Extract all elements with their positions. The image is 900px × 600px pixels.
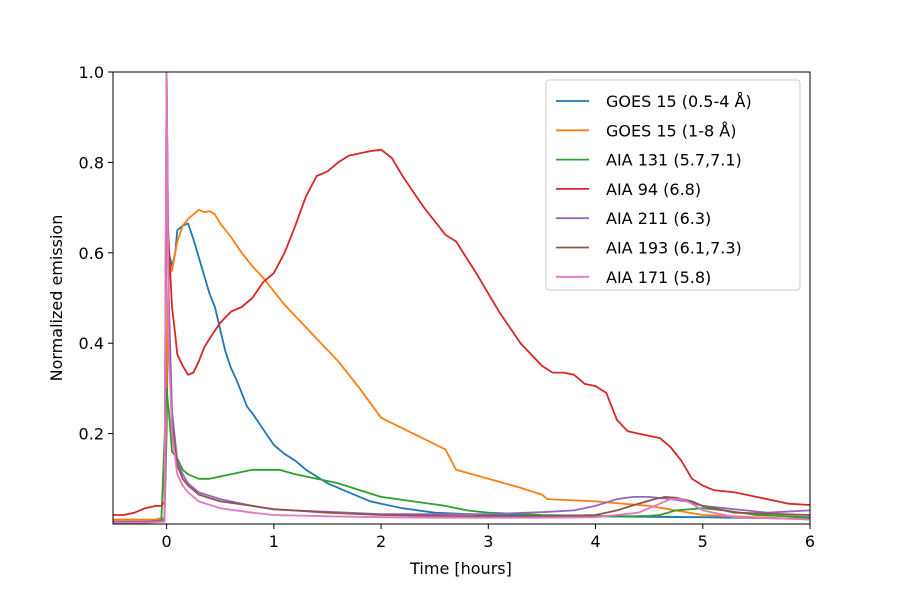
legend: GOES 15 (0.5-4 Å) GOES 15 (1-8 Å) AIA 131 … [545,79,801,291]
x-tick-label: 1 [269,532,279,551]
axis-ticks: 0 1 2 3 4 5 6 0.2 0.4 0.6 0.8 1.0 [79,63,816,551]
legend-label: AIA 171 (5.8) [606,268,711,287]
series-line-6 [113,72,810,524]
legend-label: AIA 94 (6.8) [606,180,701,199]
y-tick-label: 0.8 [79,153,104,172]
legend-label: AIA 211 (6.3) [606,209,711,228]
x-tick-label: 2 [376,532,386,551]
legend-box [545,79,801,291]
legend-label: GOES 15 (1-8 Å) [606,121,736,140]
legend-label: GOES 15 (0.5-4 Å) [606,92,752,111]
y-axis-label: Normalized emission [47,215,66,382]
y-tick-label: 1.0 [79,63,104,82]
y-tick-label: 0.6 [79,244,104,263]
series-line-3 [113,148,810,516]
legend-label: AIA 193 (6.1,7.3) [606,239,742,258]
x-tick-label: 6 [805,532,815,551]
x-tick-label: 3 [483,532,493,551]
y-tick-label: 0.2 [79,425,104,444]
x-tick-label: 0 [162,532,172,551]
series-line-1 [113,209,810,521]
plot-area [113,72,810,524]
legend-label: AIA 131 (5.7,7.1) [606,151,742,170]
y-tick-label: 0.4 [79,334,104,353]
x-tick-label: 4 [590,532,600,551]
x-axis-label: Time [hours] [409,559,512,578]
x-tick-label: 5 [698,532,708,551]
axes-frame [112,71,811,525]
